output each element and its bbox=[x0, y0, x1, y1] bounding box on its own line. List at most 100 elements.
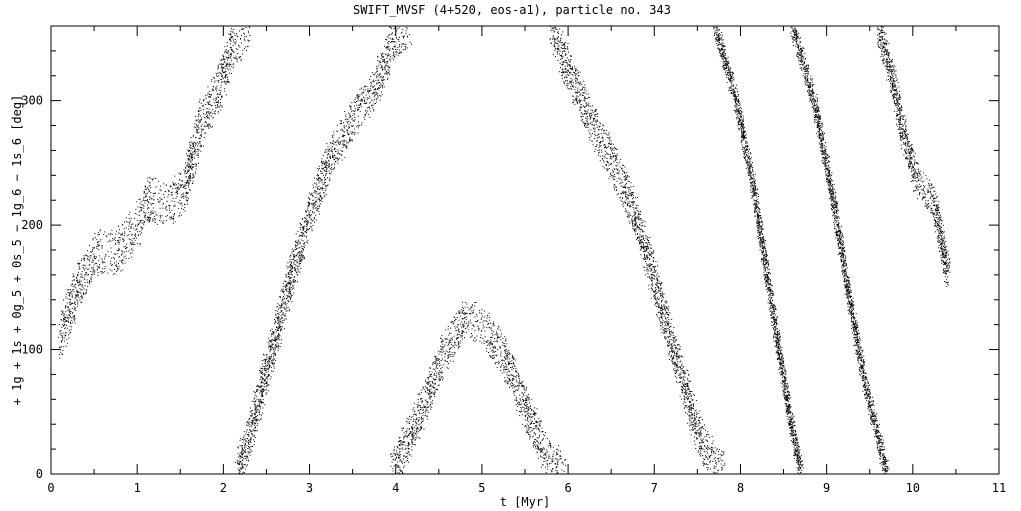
scatter-point bbox=[480, 334, 482, 336]
scatter-point bbox=[228, 33, 230, 35]
scatter-point bbox=[417, 406, 419, 408]
scatter-point bbox=[271, 355, 272, 357]
scatter-point bbox=[538, 434, 540, 436]
scatter-point bbox=[246, 465, 247, 467]
scatter-point bbox=[189, 143, 191, 145]
scatter-point bbox=[99, 267, 100, 269]
scatter-point bbox=[271, 360, 272, 362]
scatter-point bbox=[198, 127, 200, 129]
scatter-point bbox=[197, 124, 199, 126]
scatter-point bbox=[241, 452, 243, 454]
scatter-point bbox=[421, 428, 423, 430]
scatter-point bbox=[304, 220, 306, 222]
scatter-point bbox=[186, 181, 188, 183]
scatter-point bbox=[441, 341, 443, 342]
scatter-point bbox=[118, 243, 120, 245]
scatter-point bbox=[305, 211, 307, 212]
scatter-point bbox=[281, 304, 283, 306]
scatter-point bbox=[236, 462, 238, 464]
scatter-point bbox=[210, 111, 212, 113]
scatter-point bbox=[489, 319, 491, 321]
scatter-point bbox=[158, 192, 160, 194]
scatter-point bbox=[277, 336, 279, 338]
scatter-point bbox=[302, 227, 303, 229]
scatter-point bbox=[145, 188, 147, 190]
scatter-point bbox=[337, 159, 339, 161]
scatter-point bbox=[213, 81, 215, 83]
scatter-point bbox=[376, 98, 378, 100]
scatter-point bbox=[237, 468, 239, 470]
scatter-point bbox=[269, 357, 271, 359]
scatter-point bbox=[399, 466, 401, 468]
scatter-point bbox=[199, 144, 201, 146]
scatter-point bbox=[301, 251, 302, 253]
scatter-point bbox=[289, 288, 291, 290]
scatter-point bbox=[171, 209, 173, 211]
scatter-point bbox=[325, 184, 327, 186]
scatter-point bbox=[411, 425, 413, 427]
scatter-point bbox=[301, 247, 303, 249]
scatter-point bbox=[204, 125, 206, 127]
scatter-point bbox=[401, 46, 402, 48]
scatter-point bbox=[188, 164, 190, 166]
scatter-point bbox=[386, 46, 388, 48]
scatter-point bbox=[229, 39, 230, 41]
scatter-point bbox=[397, 466, 399, 468]
scatter-point bbox=[280, 296, 281, 298]
scatter-point bbox=[496, 362, 498, 363]
scatter-point bbox=[434, 378, 436, 380]
scatter-point bbox=[420, 389, 422, 391]
scatter-point bbox=[254, 408, 256, 410]
scatter-point bbox=[302, 255, 304, 257]
scatter-point bbox=[240, 38, 241, 40]
scatter-point bbox=[472, 312, 474, 314]
scatter-point bbox=[474, 321, 476, 322]
scatter-point bbox=[324, 190, 326, 191]
scatter-point bbox=[287, 274, 289, 275]
scatter-point bbox=[71, 322, 73, 324]
scatter-point bbox=[509, 386, 510, 388]
scatter-point bbox=[388, 37, 390, 39]
scatter-point bbox=[246, 421, 248, 423]
scatter-point bbox=[556, 472, 558, 474]
scatter-point bbox=[229, 64, 231, 66]
scatter-point bbox=[355, 108, 356, 110]
scatter-point bbox=[152, 207, 154, 209]
scatter-point bbox=[274, 339, 276, 341]
scatter-point bbox=[144, 217, 146, 219]
scatter-point bbox=[430, 393, 431, 395]
scatter-point bbox=[459, 312, 461, 314]
scatter-point bbox=[341, 122, 342, 124]
scatter-point bbox=[246, 441, 248, 443]
scatter-point bbox=[367, 97, 369, 99]
scatter-point bbox=[141, 209, 143, 211]
scatter-point bbox=[342, 135, 344, 137]
scatter-point bbox=[395, 458, 397, 460]
scatter-point bbox=[293, 258, 294, 260]
scatter-point bbox=[268, 337, 270, 339]
scatter-point bbox=[426, 383, 428, 385]
scatter-point bbox=[63, 337, 65, 339]
scatter-point bbox=[274, 321, 276, 323]
scatter-point bbox=[131, 243, 133, 245]
scatter-point bbox=[523, 400, 525, 401]
scatter-point bbox=[411, 443, 413, 445]
scatter-point bbox=[256, 391, 257, 393]
scatter-point bbox=[520, 382, 521, 384]
scatter-point bbox=[302, 233, 304, 235]
scatter-point bbox=[267, 384, 269, 386]
scatter-point bbox=[279, 327, 281, 329]
scatter-point bbox=[87, 274, 89, 275]
scatter-point bbox=[434, 396, 436, 398]
scatter-point bbox=[525, 402, 527, 403]
scatter-point bbox=[193, 177, 195, 178]
scatter-point bbox=[470, 319, 471, 321]
scatter-point bbox=[77, 274, 78, 276]
scatter-point bbox=[314, 197, 316, 199]
scatter-point bbox=[438, 374, 440, 375]
scatter-point bbox=[439, 365, 440, 367]
scatter-point bbox=[414, 438, 416, 440]
scatter-point bbox=[62, 310, 64, 312]
scatter-point bbox=[104, 231, 106, 233]
